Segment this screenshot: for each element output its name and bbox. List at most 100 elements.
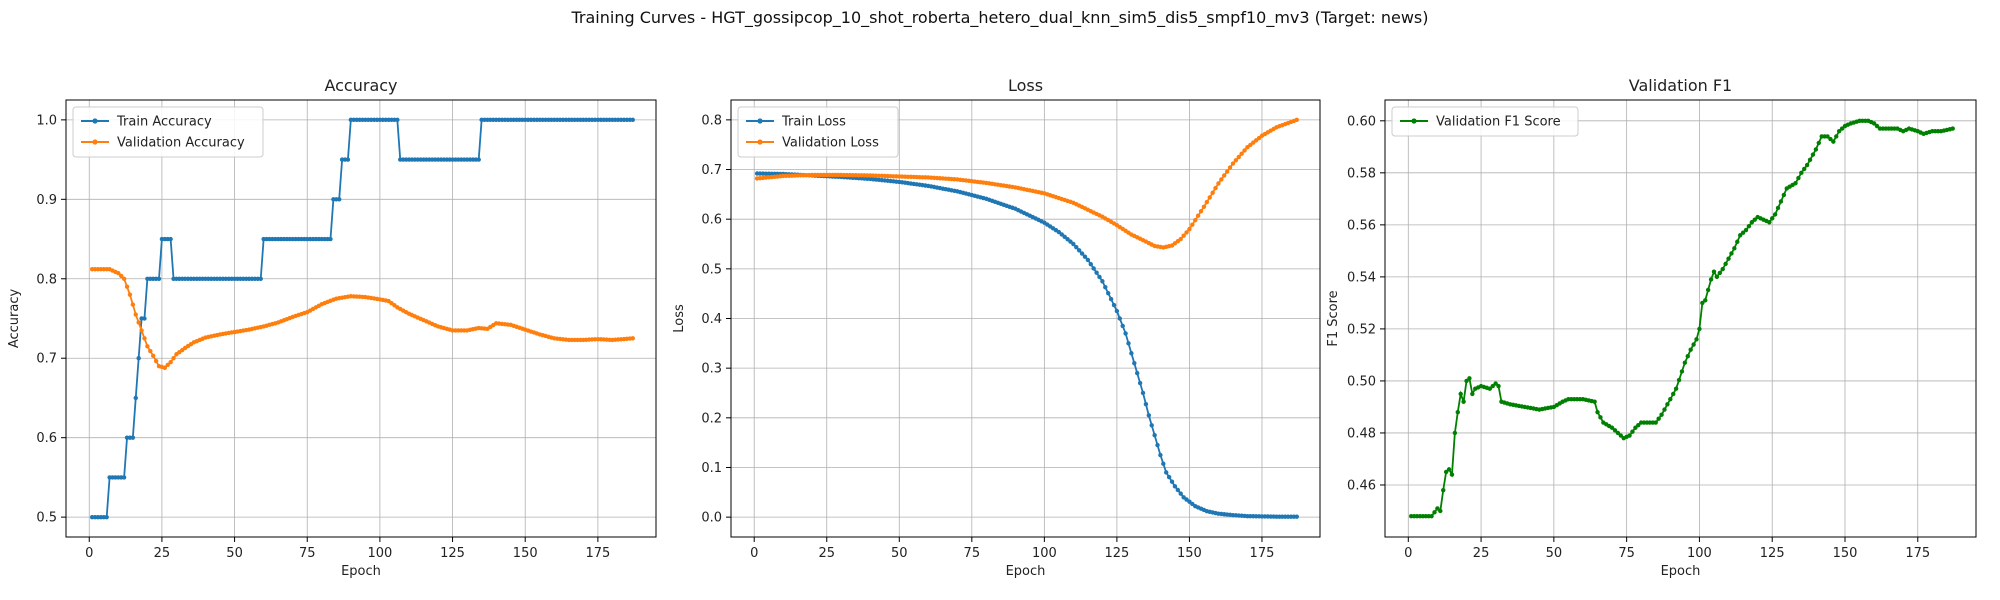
series-point — [328, 236, 333, 242]
series-point — [139, 328, 144, 333]
series-point — [1799, 170, 1804, 176]
series-point — [1700, 300, 1705, 306]
series-point — [1714, 274, 1720, 280]
series-point — [1449, 472, 1455, 477]
series-point — [1493, 381, 1498, 386]
series-point — [1839, 126, 1845, 131]
series-point — [1114, 308, 1120, 314]
series-point — [1659, 412, 1664, 417]
series-point — [1294, 117, 1299, 123]
y-tick-label: 0.58 — [1347, 166, 1376, 181]
x-tick-label: 100 — [367, 546, 392, 561]
series-point — [1874, 123, 1880, 129]
series-point — [1668, 396, 1673, 402]
series-point — [1697, 326, 1702, 332]
series-point — [142, 336, 147, 341]
y-tick-label: 0.8 — [701, 113, 722, 128]
y-tick-label: 1.0 — [36, 113, 57, 128]
series-point — [1239, 151, 1244, 156]
y-axis-label: Loss — [672, 304, 687, 333]
x-tick-label: 125 — [440, 546, 465, 561]
y-tick-label: 0.6 — [701, 213, 722, 228]
series-point — [1732, 246, 1737, 251]
series-point — [1665, 402, 1670, 407]
x-tick-label: 0 — [1404, 546, 1412, 561]
series-point — [1219, 177, 1224, 182]
series-point — [1770, 216, 1775, 221]
x-tick-label: 175 — [1905, 546, 1930, 561]
series-point — [1691, 342, 1696, 347]
series-point — [1429, 513, 1434, 519]
series-point — [1438, 508, 1443, 514]
series-point — [1871, 121, 1877, 126]
legend-swatch-marker — [92, 118, 98, 124]
series-point — [1222, 173, 1227, 178]
series-point — [1735, 239, 1740, 244]
legend-label: Train Loss — [781, 115, 846, 130]
series-line-1 — [92, 118, 633, 519]
series-point — [1198, 209, 1204, 214]
series-point — [1149, 423, 1154, 428]
series-point — [1778, 199, 1784, 204]
series-point — [1810, 152, 1816, 157]
series-point — [1455, 409, 1460, 415]
series-point — [1441, 487, 1446, 493]
series-point — [1094, 270, 1099, 275]
series-point — [1615, 430, 1621, 436]
series-point — [168, 360, 173, 365]
y-axis-label: F1 Score — [1326, 290, 1341, 346]
series-point — [1146, 413, 1152, 418]
series-point — [1059, 232, 1064, 237]
series-point — [1088, 261, 1093, 267]
series-point — [1458, 391, 1463, 397]
series-point — [156, 276, 162, 281]
series-point — [142, 316, 147, 321]
series-point — [1140, 390, 1146, 396]
series-point — [476, 157, 481, 162]
series-point — [104, 514, 109, 520]
series-point — [1172, 484, 1178, 489]
series-point — [1432, 510, 1437, 515]
x-tick-label: 125 — [1760, 546, 1785, 561]
x-tick-label: 50 — [1546, 546, 1563, 561]
series-point — [1187, 226, 1192, 232]
series-point — [1097, 274, 1102, 280]
legend-swatch-marker — [92, 139, 98, 145]
series-point — [1679, 369, 1685, 374]
series-point — [1129, 351, 1134, 356]
series-point — [1079, 251, 1085, 256]
series-point — [1190, 222, 1195, 227]
y-tick-label: 0.0 — [701, 511, 722, 526]
series-point — [1723, 261, 1728, 267]
series-point — [153, 358, 159, 364]
legend-swatch-marker — [1411, 118, 1417, 124]
series-point — [1123, 331, 1128, 336]
series-point — [1120, 323, 1125, 329]
series-point — [1671, 391, 1676, 397]
series-point — [1825, 134, 1830, 139]
series-point — [1105, 290, 1111, 296]
x-tick-label: 100 — [1032, 546, 1057, 561]
x-tick-label: 0 — [750, 546, 758, 561]
series-point — [1836, 129, 1842, 134]
series-point — [1161, 461, 1166, 466]
series-point — [1137, 380, 1143, 386]
series-point — [1612, 428, 1618, 433]
series-point — [1195, 213, 1201, 218]
series-point — [1740, 230, 1746, 235]
series-point — [1618, 433, 1624, 438]
x-tick-label: 150 — [1833, 546, 1858, 561]
series-point — [1688, 347, 1693, 352]
series-point — [133, 312, 138, 317]
series-point — [1461, 399, 1466, 404]
y-tick-label: 0.48 — [1347, 426, 1376, 441]
series-point — [1204, 199, 1210, 205]
series-point — [1091, 266, 1096, 271]
series-point — [1743, 227, 1749, 233]
figure-title: Training Curves - HGT_gossipcop_10_shot_… — [571, 8, 1429, 27]
series-point — [1085, 257, 1091, 263]
series-point — [1496, 383, 1501, 389]
series-point — [1074, 244, 1079, 250]
series-point — [133, 395, 138, 401]
